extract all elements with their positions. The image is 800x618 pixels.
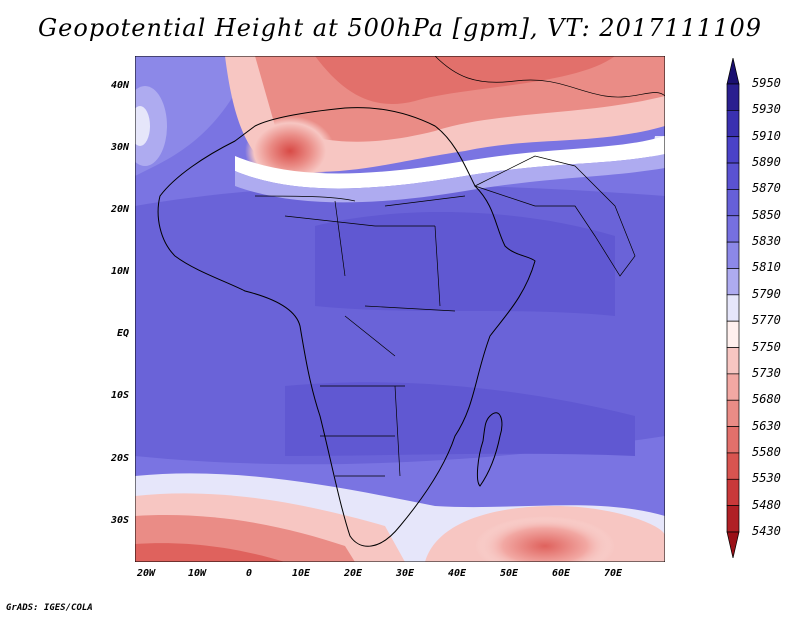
colorbar-swatch <box>726 478 740 506</box>
colorbar-level-label: 5830 <box>752 234 781 249</box>
lon-tick: 10E <box>291 568 311 579</box>
colorbar-swatch <box>726 189 740 217</box>
lon-tick: 0 <box>245 568 253 579</box>
colorbar-swatch <box>726 347 740 375</box>
colorbar-swatch <box>726 426 740 454</box>
lat-tick: EQ <box>116 328 129 339</box>
colorbar-level-label: 5430 <box>752 524 781 538</box>
lat-tick: 10S <box>110 390 129 401</box>
colorbar-swatch <box>726 320 740 348</box>
colorbar-bottom-arrow <box>726 531 740 558</box>
lon-tick: 10W <box>187 568 207 579</box>
lat-tick: 30S <box>110 515 129 526</box>
lon-tick: 60E <box>551 568 571 579</box>
colorbar-level-label: 5890 <box>752 155 781 170</box>
colorbar-level-label: 5750 <box>752 339 781 354</box>
colorbar <box>726 58 740 558</box>
lon-tick: 50E <box>499 568 519 579</box>
colorbar-swatch <box>726 162 740 190</box>
colorbar-level-label: 5480 <box>752 497 781 512</box>
colorbar-level-label: 5930 <box>752 102 781 117</box>
colorbar-swatch <box>726 452 740 480</box>
colorbar-level-label: 5630 <box>752 418 781 433</box>
lon-tick: 40E <box>447 568 467 579</box>
colorbar-swatch <box>726 505 740 533</box>
colorbar-level-label: 5950 <box>752 76 781 90</box>
map-title: Geopotential Height at 500hPa [gpm], VT:… <box>38 14 762 42</box>
credit-text: GrADS: IGES/COLA <box>6 603 93 613</box>
lat-tick: 40N <box>110 80 129 91</box>
colorbar-top-arrow <box>726 58 740 85</box>
colorbar-level-label: 5530 <box>752 471 781 486</box>
colorbar-swatch <box>726 399 740 427</box>
colorbar-swatch <box>726 373 740 401</box>
colorbar-swatch <box>726 241 740 269</box>
lat-tick: 30N <box>110 142 129 153</box>
lon-tick: 70E <box>603 568 623 579</box>
colorbar-level-label: 5730 <box>752 365 781 380</box>
lon-tick: 20E <box>343 568 363 579</box>
lat-tick: 20N <box>110 204 129 215</box>
colorbar-swatch <box>726 83 740 111</box>
geopotential-map <box>135 56 665 562</box>
colorbar-level-label: 5580 <box>752 444 781 459</box>
lat-tick: 10N <box>110 266 129 277</box>
colorbar-level-label: 5910 <box>752 128 781 143</box>
colorbar-level-label: 5870 <box>752 181 781 196</box>
lon-tick: 30E <box>395 568 415 579</box>
colorbar-swatch <box>726 136 740 164</box>
colorbar-level-label: 5810 <box>752 260 781 275</box>
colorbar-swatch <box>726 268 740 296</box>
colorbar-swatch <box>726 110 740 138</box>
colorbar-level-label: 5770 <box>752 313 781 328</box>
colorbar-swatch <box>726 215 740 243</box>
colorbar-swatch <box>726 294 740 322</box>
lon-tick: 20W <box>136 568 156 579</box>
lat-tick: 20S <box>110 453 129 464</box>
colorbar-level-label: 5790 <box>752 286 781 301</box>
colorbar-level-label: 5680 <box>752 392 781 407</box>
colorbar-level-label: 5850 <box>752 207 781 222</box>
